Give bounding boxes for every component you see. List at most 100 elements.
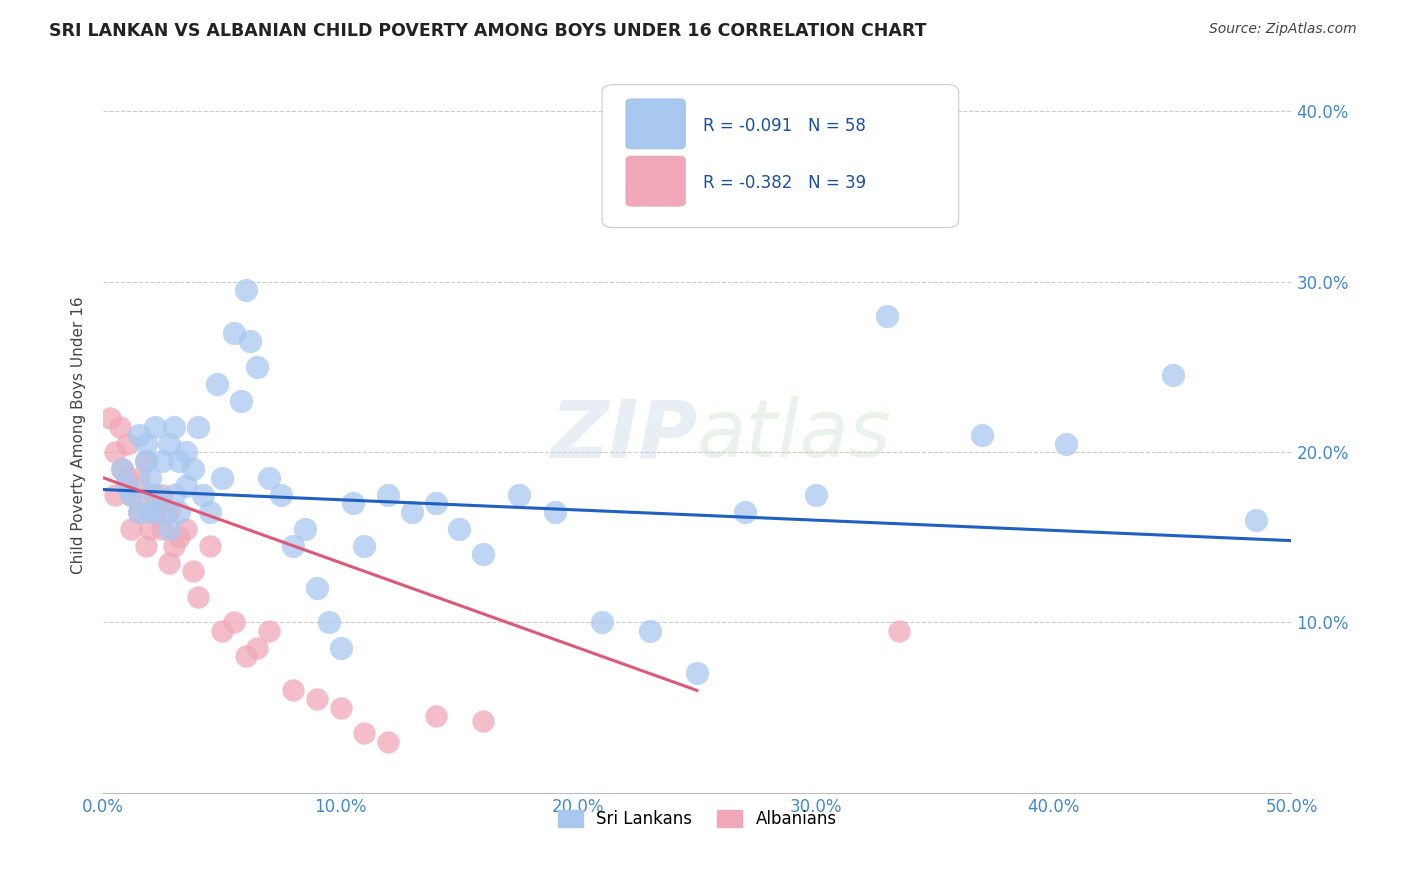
- Point: [281, 539, 304, 553]
- Point: [377, 488, 399, 502]
- Point: [128, 505, 150, 519]
- Point: [135, 453, 157, 467]
- Point: [115, 479, 138, 493]
- Point: [120, 522, 142, 536]
- Point: [163, 539, 186, 553]
- Point: [353, 539, 375, 553]
- Point: [508, 488, 530, 502]
- Point: [159, 505, 181, 519]
- Point: [174, 522, 197, 536]
- Point: [115, 470, 138, 484]
- Point: [342, 496, 364, 510]
- Point: [181, 564, 204, 578]
- Point: [222, 326, 245, 340]
- Point: [108, 419, 131, 434]
- Point: [294, 522, 316, 536]
- Point: [425, 496, 447, 510]
- Point: [281, 683, 304, 698]
- Point: [104, 488, 127, 502]
- Point: [270, 488, 292, 502]
- Point: [259, 624, 281, 638]
- Point: [139, 505, 162, 519]
- FancyBboxPatch shape: [626, 156, 685, 206]
- Point: [329, 700, 352, 714]
- Point: [305, 582, 328, 596]
- Point: [198, 505, 221, 519]
- Point: [120, 488, 142, 502]
- Point: [235, 283, 257, 297]
- Point: [163, 488, 186, 502]
- Point: [150, 522, 173, 536]
- Point: [128, 505, 150, 519]
- Point: [353, 726, 375, 740]
- Point: [167, 530, 190, 544]
- Text: ZIP: ZIP: [550, 396, 697, 474]
- Point: [143, 488, 166, 502]
- Point: [167, 505, 190, 519]
- Point: [150, 488, 173, 502]
- Point: [425, 709, 447, 723]
- Point: [143, 419, 166, 434]
- Point: [159, 436, 181, 450]
- Point: [135, 453, 157, 467]
- Point: [472, 714, 495, 728]
- Point: [205, 376, 228, 391]
- Point: [181, 462, 204, 476]
- Point: [259, 470, 281, 484]
- Point: [305, 692, 328, 706]
- Point: [128, 428, 150, 442]
- Point: [139, 488, 162, 502]
- Point: [1161, 368, 1184, 383]
- Text: atlas: atlas: [697, 396, 891, 474]
- FancyBboxPatch shape: [602, 85, 959, 227]
- Point: [174, 479, 197, 493]
- Point: [128, 470, 150, 484]
- Point: [198, 539, 221, 553]
- Point: [167, 453, 190, 467]
- Text: Source: ZipAtlas.com: Source: ZipAtlas.com: [1209, 22, 1357, 37]
- Point: [191, 488, 214, 502]
- Point: [449, 522, 471, 536]
- Point: [111, 462, 134, 476]
- Point: [472, 547, 495, 561]
- Legend: Sri Lankans, Albanians: Sri Lankans, Albanians: [551, 803, 844, 834]
- Point: [318, 615, 340, 630]
- Point: [222, 615, 245, 630]
- Text: R = -0.091   N = 58: R = -0.091 N = 58: [703, 117, 866, 135]
- Point: [246, 640, 269, 655]
- Point: [638, 624, 661, 638]
- Point: [1054, 436, 1077, 450]
- Point: [104, 445, 127, 459]
- Point: [135, 436, 157, 450]
- Point: [734, 505, 756, 519]
- Point: [115, 436, 138, 450]
- Point: [246, 359, 269, 374]
- Point: [401, 505, 423, 519]
- Point: [804, 488, 827, 502]
- Point: [143, 505, 166, 519]
- Y-axis label: Child Poverty Among Boys Under 16: Child Poverty Among Boys Under 16: [72, 296, 86, 574]
- Point: [543, 505, 565, 519]
- Point: [876, 309, 898, 323]
- Point: [159, 556, 181, 570]
- Point: [972, 428, 994, 442]
- Point: [1244, 513, 1267, 527]
- Text: SRI LANKAN VS ALBANIAN CHILD POVERTY AMONG BOYS UNDER 16 CORRELATION CHART: SRI LANKAN VS ALBANIAN CHILD POVERTY AMO…: [49, 22, 927, 40]
- Point: [187, 419, 209, 434]
- Point: [211, 470, 233, 484]
- Point: [98, 411, 121, 425]
- Point: [111, 462, 134, 476]
- Point: [377, 734, 399, 748]
- Point: [187, 590, 209, 604]
- Point: [229, 394, 252, 409]
- FancyBboxPatch shape: [626, 99, 685, 149]
- Point: [235, 649, 257, 664]
- Point: [150, 453, 173, 467]
- Point: [329, 640, 352, 655]
- Point: [591, 615, 613, 630]
- Text: R = -0.382   N = 39: R = -0.382 N = 39: [703, 174, 866, 193]
- Point: [211, 624, 233, 638]
- Point: [174, 445, 197, 459]
- Point: [139, 522, 162, 536]
- Point: [159, 522, 181, 536]
